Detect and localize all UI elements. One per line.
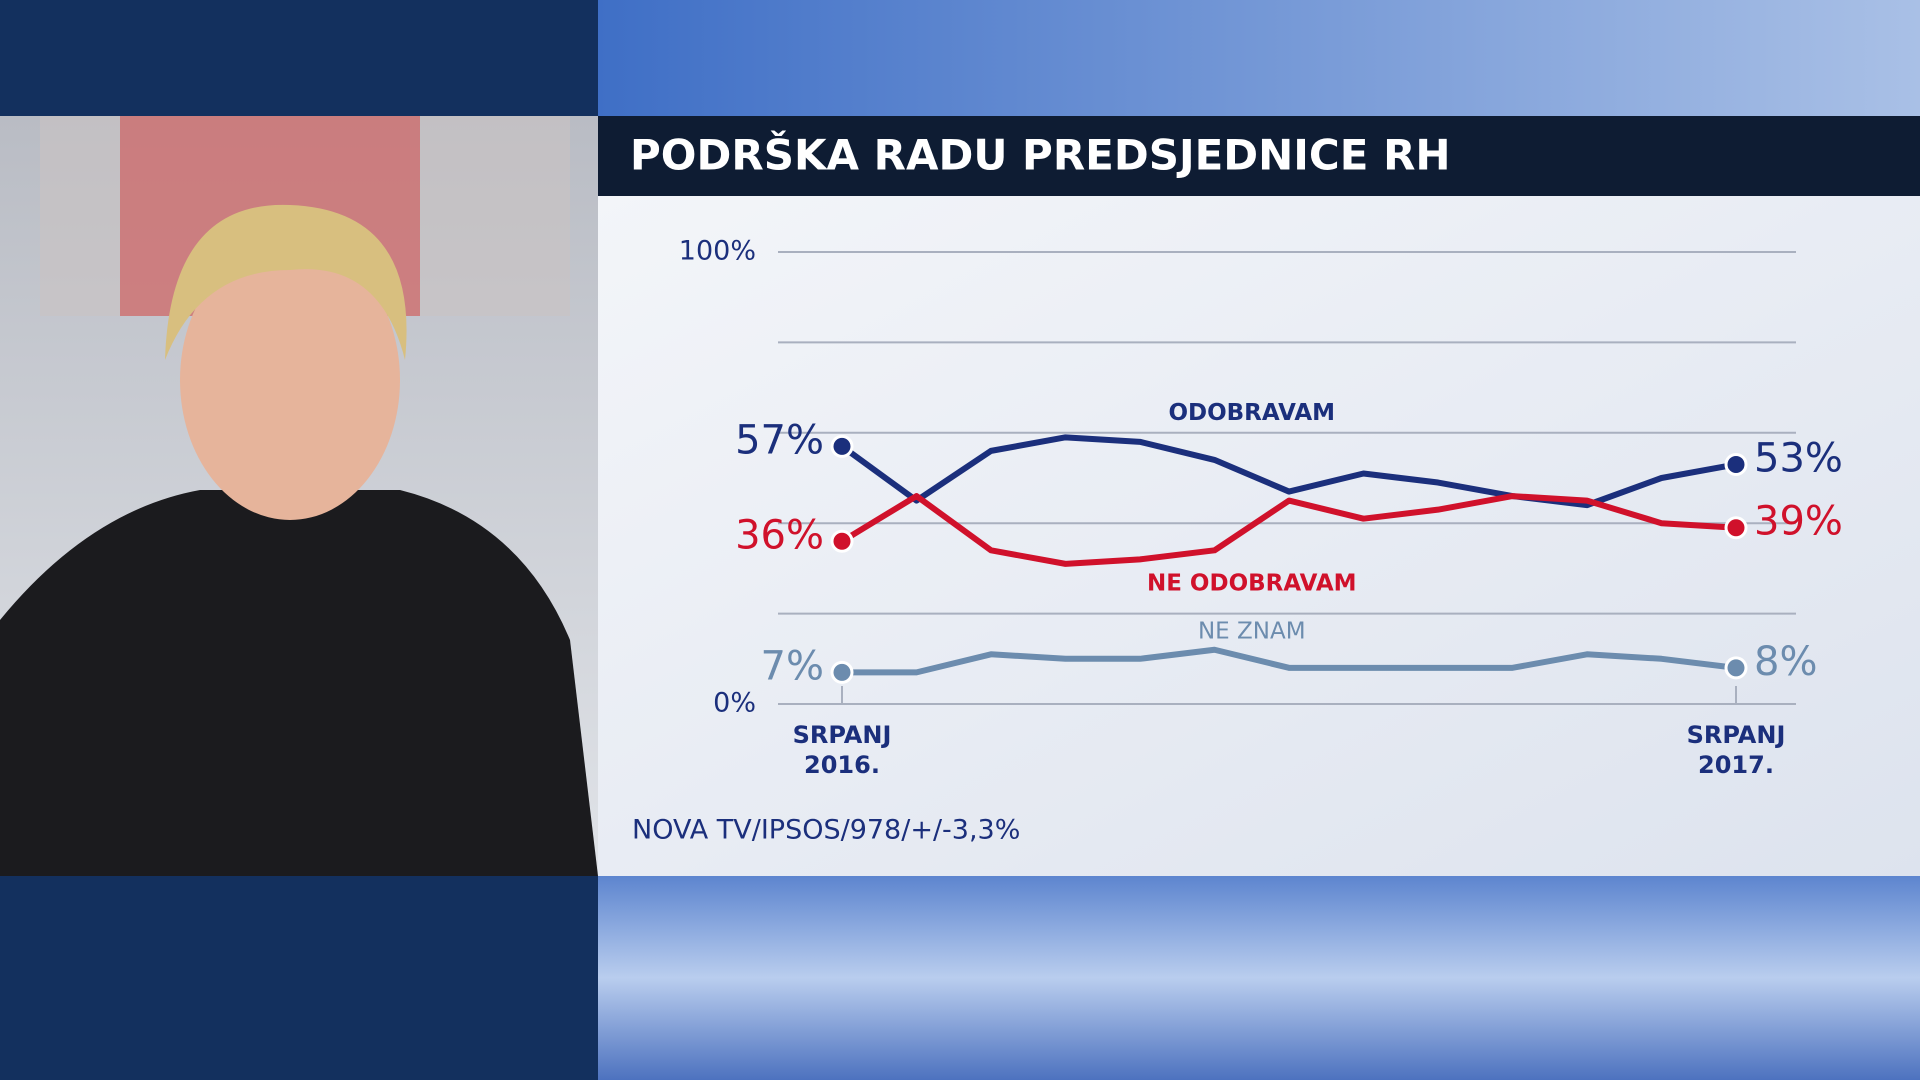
- end-marker: [1724, 452, 1748, 476]
- end-marker: [1724, 516, 1748, 540]
- plot: 0% 100% SRPANJ 2016. SRPANJ 2017. ODOBRAVAM 57%…: [679, 236, 1843, 780]
- series-line: [840, 434, 1737, 509]
- series-line: [840, 493, 1737, 567]
- chart-panel: [598, 196, 1920, 876]
- series-line: [842, 646, 1737, 676]
- value-label: 8%: [1754, 639, 1817, 685]
- series-name: ODOBRAVAM: [1168, 400, 1335, 426]
- end-marker: [1724, 656, 1748, 680]
- x-tick-label: SRPANJ 2017.: [1687, 721, 1786, 779]
- end-marker: [830, 434, 854, 458]
- x-tick-label: SRPANJ 2016.: [793, 721, 892, 779]
- value-label: 39%: [1754, 499, 1843, 545]
- bottom-band: [598, 876, 1920, 1080]
- source-note: NOVA TV/IPSOS/978/+/-3,3%: [632, 815, 1020, 846]
- y-tick-label: 100%: [679, 236, 756, 267]
- series-name: NE ODOBRAVAM: [1147, 570, 1357, 596]
- value-label: 7%: [761, 643, 824, 689]
- y-tick-label: 0%: [713, 688, 756, 719]
- end-marker: [830, 660, 854, 684]
- end-marker: [830, 529, 854, 553]
- value-label: 36%: [735, 512, 824, 558]
- top-band: [598, 0, 1920, 116]
- chart-title: PODRŠKA RADU PREDSJEDNICE RH: [630, 130, 1451, 180]
- title-bar: [598, 116, 1920, 196]
- value-label: 53%: [1754, 435, 1843, 481]
- series-name: NE ZNAM: [1198, 618, 1306, 644]
- portrait: [0, 116, 598, 876]
- value-label: 57%: [735, 417, 824, 463]
